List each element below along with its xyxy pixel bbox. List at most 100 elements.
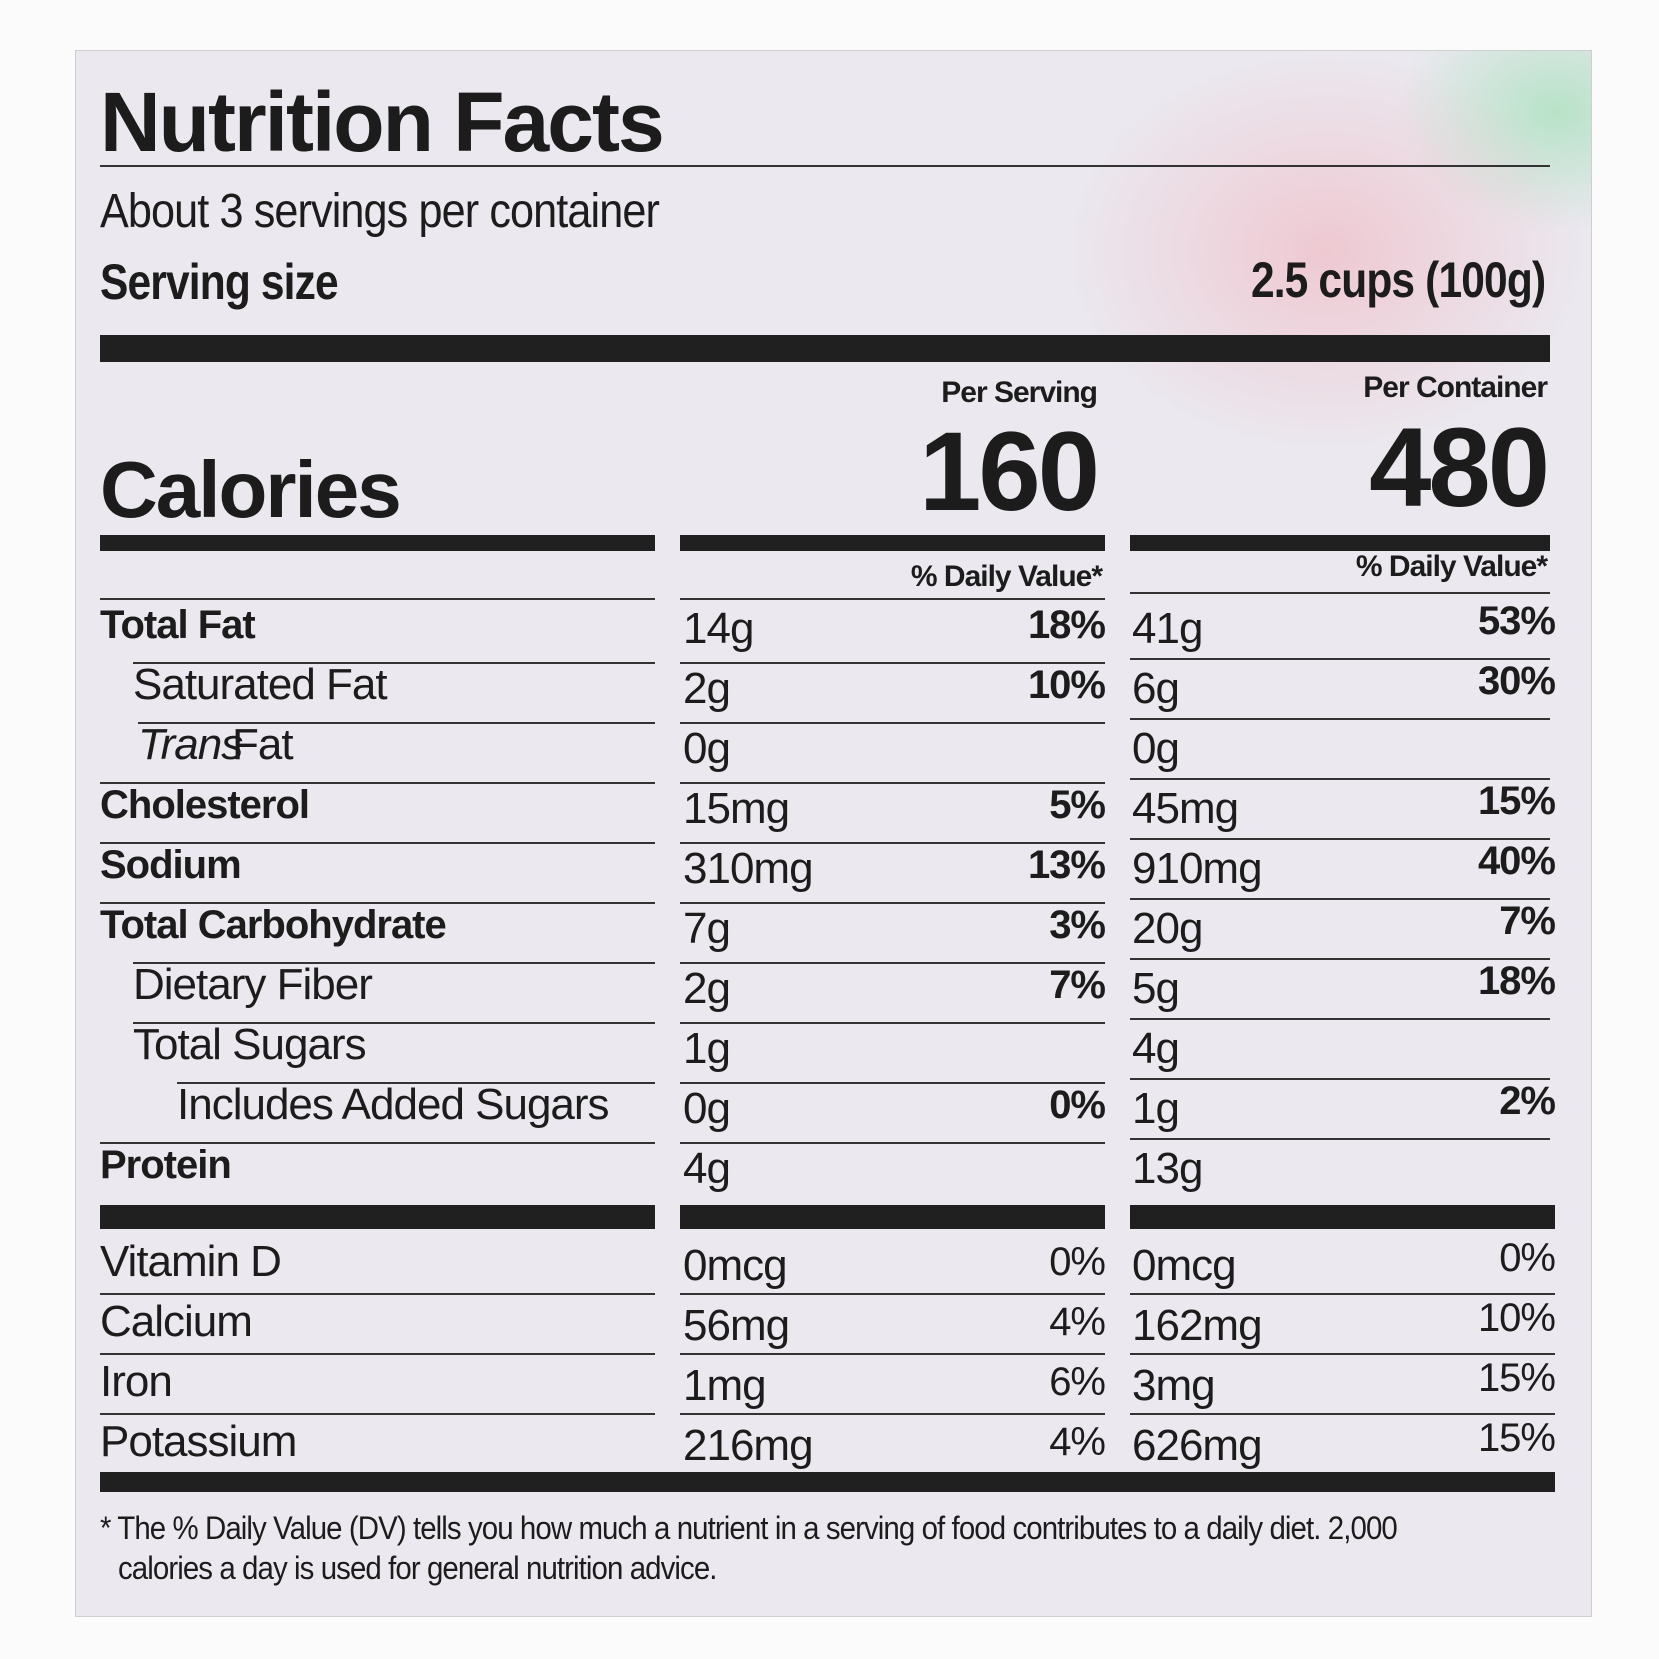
per-container: Per Container — [1363, 371, 1548, 404]
container-amount: 1g — [1132, 1083, 1180, 1133]
rule — [100, 1142, 655, 1144]
rule — [100, 1353, 655, 1355]
container-dv: 7% — [1499, 899, 1556, 943]
thick-bar — [1130, 535, 1550, 551]
rule — [1130, 658, 1550, 660]
nutrient-name: Saturated Fat — [133, 659, 388, 709]
container-dv: 10% — [1477, 1296, 1556, 1340]
container-dv: 15% — [1477, 1356, 1556, 1400]
serving-dv: 6% — [1049, 1360, 1106, 1404]
rule — [680, 598, 1105, 600]
nutrient-name: Includes Added Sugars — [177, 1079, 610, 1129]
calories-serving: 160 — [919, 408, 1100, 534]
container-amount: 910mg — [1132, 843, 1263, 893]
thick-bar — [680, 1205, 1105, 1229]
container-amount: 45mg — [1132, 783, 1239, 833]
rule — [1130, 1078, 1550, 1080]
nutrient-name: Potassium — [100, 1416, 297, 1466]
serving-dv: 4% — [1049, 1420, 1106, 1464]
rule — [133, 662, 655, 664]
rule — [680, 662, 1105, 664]
serving-amount: 2g — [683, 663, 731, 713]
servings: About 3 servings per container — [100, 185, 660, 239]
serving-amount: 1g — [683, 1023, 731, 1073]
container-dv: 0% — [1499, 1236, 1556, 1280]
serving-amount: 0g — [683, 723, 731, 773]
container-dv: 18% — [1477, 959, 1556, 1003]
rule — [177, 1082, 655, 1084]
rule — [1130, 718, 1550, 720]
rule — [100, 1413, 655, 1415]
rule — [680, 1142, 1105, 1144]
thick-bar — [100, 335, 1550, 362]
serving-amount: 2g — [683, 963, 731, 1013]
rule — [138, 722, 655, 724]
nutrient-name-italic: Trans — [138, 719, 243, 769]
container-amount: 162mg — [1132, 1300, 1263, 1350]
nutrient-name: Dietary Fiber — [133, 959, 373, 1009]
rule — [1130, 1413, 1555, 1415]
rule — [100, 902, 655, 904]
container-amount: 0mcg — [1132, 1240, 1237, 1290]
calories-container: 480 — [1369, 404, 1550, 530]
serving-amount: 216mg — [683, 1420, 814, 1470]
rule — [1130, 592, 1550, 594]
dv-header: % Daily Value* — [910, 560, 1103, 593]
nutrient-name: Calcium — [100, 1296, 253, 1346]
rule — [1130, 1353, 1555, 1355]
serving-dv: 13% — [1027, 843, 1106, 887]
serving-dv: 5% — [1049, 783, 1106, 827]
rule — [100, 782, 655, 784]
rule — [680, 1082, 1105, 1084]
nutrient-name: Total Fat — [100, 603, 256, 647]
nutrient-name: Protein — [100, 1143, 232, 1187]
serving-dv: 10% — [1027, 663, 1106, 707]
dv-header: % Daily Value* — [1355, 550, 1548, 583]
container-amount: 3mg — [1132, 1360, 1216, 1410]
rule — [680, 782, 1105, 784]
nutrient-name: Vitamin D — [100, 1236, 282, 1286]
serving-amount: 0g — [683, 1083, 731, 1133]
rule — [133, 1022, 655, 1024]
thick-bar — [1130, 1205, 1555, 1229]
rule — [100, 165, 1550, 167]
container-amount: 20g — [1132, 903, 1203, 953]
serving-dv: 18% — [1027, 603, 1106, 647]
serving-amount: 56mg — [683, 1300, 790, 1350]
container-dv: 2% — [1499, 1079, 1556, 1123]
rule — [680, 1022, 1105, 1024]
nutrient-name: Sodium — [100, 843, 242, 887]
rule — [680, 722, 1105, 724]
rule — [1130, 1138, 1550, 1140]
serving-amount: 4g — [683, 1143, 731, 1193]
container-amount: 41g — [1132, 603, 1203, 653]
serving-dv: 7% — [1049, 963, 1106, 1007]
rule — [680, 1293, 1105, 1295]
thick-bar — [680, 535, 1105, 551]
container-dv: 15% — [1477, 779, 1556, 823]
serving-size-value: 2.5 cups (100g) — [1250, 252, 1546, 308]
serving-amount: 7g — [683, 903, 731, 953]
container-amount: 6g — [1132, 663, 1180, 713]
rule — [100, 842, 655, 844]
serving-dv: 0% — [1049, 1083, 1106, 1127]
container-amount: 0g — [1132, 723, 1180, 773]
serving-size-label: Serving size — [100, 254, 339, 310]
nutrient-name: Cholesterol — [100, 783, 310, 827]
rule — [1130, 898, 1550, 900]
container-dv: 40% — [1477, 839, 1556, 883]
container-amount: 5g — [1132, 963, 1180, 1013]
rule — [100, 1293, 655, 1295]
serving-amount: 1mg — [683, 1360, 767, 1410]
footnote: * The % Daily Value (DV) tells you how m… — [100, 1509, 1398, 1546]
thick-bar — [100, 535, 655, 551]
thick-bar — [100, 1472, 1555, 1492]
rule — [1130, 1018, 1550, 1020]
serving-amount: 15mg — [683, 783, 790, 833]
rule — [1130, 778, 1550, 780]
container-dv: 15% — [1477, 1416, 1556, 1460]
nutrient-name: Fat — [232, 719, 294, 769]
rule — [100, 598, 655, 600]
rule — [680, 842, 1105, 844]
